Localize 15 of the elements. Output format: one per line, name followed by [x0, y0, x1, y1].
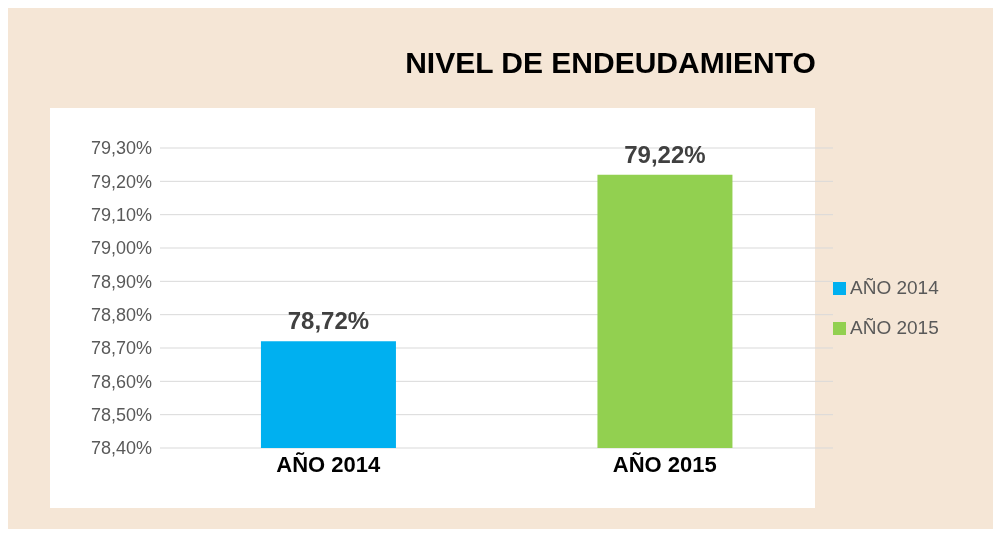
chart-title: NIVEL DE ENDEUDAMIENTO: [404, 46, 817, 80]
y-tick-label: 78,90%: [90, 271, 152, 292]
y-tick-label: 78,50%: [90, 405, 152, 426]
y-tick-label: 79,10%: [90, 205, 152, 226]
y-tick-label: 78,60%: [90, 371, 152, 392]
y-tick-label: 78,70%: [90, 338, 152, 359]
y-tick-label: 79,30%: [90, 138, 152, 159]
y-tick-label: 78,40%: [90, 438, 152, 459]
data-label: 78,72%: [287, 307, 370, 335]
y-tick-label: 79,00%: [90, 238, 152, 259]
y-tick-label: 79,20%: [90, 171, 152, 192]
y-tick-label: 78,80%: [90, 305, 152, 326]
legend-label: AÑO 2015: [850, 317, 939, 338]
legend-label: AÑO 2014: [850, 277, 939, 298]
data-label: 79,22%: [624, 140, 706, 168]
